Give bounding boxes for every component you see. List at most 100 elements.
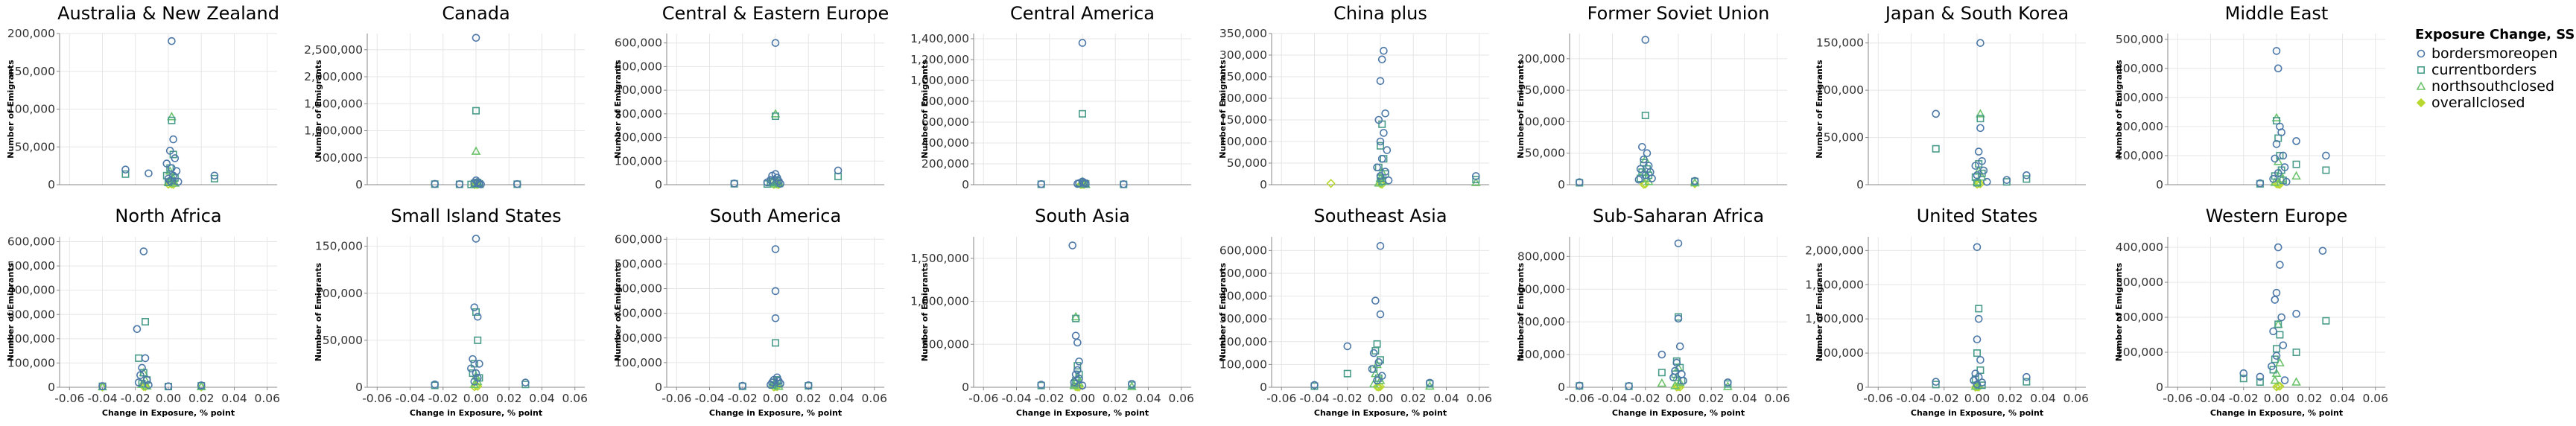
y-tick-label: 100,000 bbox=[615, 356, 662, 369]
data-point-bordersmoreopen bbox=[138, 363, 146, 372]
y-tick-label: 0 bbox=[2156, 178, 2163, 191]
panel-title: Western Europe bbox=[2206, 206, 2347, 226]
data-point-bordersmoreopen bbox=[1641, 171, 1650, 179]
y-tick-label: 2,000,000 bbox=[304, 70, 363, 83]
data-point-bordersmoreopen bbox=[776, 179, 784, 188]
y-tick-label: 1,500,000 bbox=[304, 97, 363, 110]
data-point-bordersmoreopen bbox=[136, 371, 145, 380]
y-axis-label: Number of Emigrants bbox=[2114, 60, 2124, 159]
panel-title: Former Soviet Union bbox=[1587, 3, 1770, 24]
x-tick-label: -0.02 bbox=[2229, 392, 2259, 405]
data-point-bordersmoreopen bbox=[121, 165, 130, 174]
x-tick-label: 0.06 bbox=[562, 392, 588, 405]
data-point-bordersmoreopen bbox=[1381, 168, 1389, 176]
panel-title: North Africa bbox=[115, 206, 221, 226]
x-tick-label: -0.04 bbox=[1597, 392, 1627, 405]
data-point-bordersmoreopen bbox=[2269, 174, 2277, 183]
data-point-bordersmoreopen bbox=[1641, 36, 1650, 44]
data-point-bordersmoreopen bbox=[1979, 166, 1988, 175]
data-point-bordersmoreopen bbox=[1380, 46, 1388, 55]
y-tick-label: 0 bbox=[48, 178, 55, 191]
data-point-northsouthclosed bbox=[1972, 177, 1982, 185]
data-point-overallclosed bbox=[197, 382, 206, 392]
y-axis-label: Number of Emigrants bbox=[920, 262, 930, 361]
panel-title: South America bbox=[710, 206, 841, 226]
data-point-bordersmoreopen bbox=[2271, 296, 2280, 304]
x-axis-label: Change in Exposure, % point bbox=[709, 408, 842, 418]
data-point-bordersmoreopen bbox=[2274, 169, 2282, 177]
data-point-bordersmoreopen bbox=[1636, 165, 1645, 174]
data-point-currentborders bbox=[472, 106, 480, 115]
x-axis-label: Change in Exposure, % point bbox=[1911, 408, 2043, 418]
data-point-currentborders bbox=[2322, 166, 2330, 174]
x-tick-label: 0.06 bbox=[254, 392, 280, 405]
data-point-bordersmoreopen bbox=[1376, 172, 1385, 180]
x-tick-label: 0.06 bbox=[1168, 392, 1194, 405]
facet-panel: 0 50,000 100,000 150,000 Small Island States… bbox=[314, 206, 588, 418]
y-tick-label: 1,000,000 bbox=[304, 124, 363, 138]
data-point-bordersmoreopen bbox=[470, 378, 479, 386]
data-point-bordersmoreopen bbox=[771, 245, 780, 253]
data-point-northsouthclosed bbox=[167, 112, 177, 121]
data-point-bordersmoreopen bbox=[98, 382, 107, 390]
data-point-bordersmoreopen bbox=[1976, 124, 1985, 133]
data-point-bordersmoreopen bbox=[1374, 115, 1383, 124]
data-point-bordersmoreopen bbox=[2279, 151, 2288, 160]
y-tick-label: 150,000 bbox=[315, 240, 363, 253]
y-tick-label: 200,000 bbox=[7, 27, 55, 40]
data-point-bordersmoreopen bbox=[2272, 47, 2281, 55]
legend-symbol-overallclosed bbox=[2416, 98, 2426, 108]
data-point-currentborders bbox=[1641, 111, 1649, 119]
data-point-bordersmoreopen bbox=[2318, 247, 2327, 255]
x-axis-label: Change in Exposure, % point bbox=[1612, 408, 1745, 418]
data-point-overallclosed bbox=[98, 382, 107, 392]
data-point-bordersmoreopen bbox=[1376, 77, 1385, 86]
y-tick-label: 2,500,000 bbox=[304, 43, 363, 57]
y-tick-label: 200,000 bbox=[1517, 348, 1565, 361]
data-point-currentborders bbox=[2023, 175, 2031, 183]
panel-title: China plus bbox=[1333, 3, 1427, 24]
x-tick-label: -0.06 bbox=[1564, 392, 1594, 405]
data-point-currentborders bbox=[469, 369, 477, 378]
data-point-bordersmoreopen bbox=[1376, 310, 1385, 319]
y-tick-label: 100,000 bbox=[1517, 115, 1565, 128]
data-point-bordersmoreopen bbox=[771, 287, 780, 296]
data-point-bordersmoreopen bbox=[1932, 109, 1940, 118]
data-point-currentborders bbox=[142, 318, 150, 326]
facet-panel: 0 100,000 200,000 300,000 400,000 500,000 600,… bbox=[613, 206, 887, 418]
data-point-bordersmoreopen bbox=[168, 36, 176, 45]
x-tick-label: 0.04 bbox=[529, 392, 555, 405]
data-point-northsouthclosed bbox=[2270, 375, 2280, 384]
x-tick-label: 0.00 bbox=[1964, 392, 1990, 405]
y-tick-label: 200,000 bbox=[921, 157, 969, 171]
data-point-northsouthclosed bbox=[1976, 109, 1985, 118]
data-point-bordersmoreopen bbox=[1575, 178, 1584, 186]
y-tick-label: 400,000 bbox=[921, 136, 969, 150]
data-point-bordersmoreopen bbox=[477, 180, 485, 188]
legend-title: Exposure Change, SSP1 bbox=[2415, 27, 2576, 42]
x-tick-label: -0.02 bbox=[1035, 392, 1065, 405]
y-tick-label: 300,000 bbox=[615, 307, 662, 320]
x-tick-label: 0.02 bbox=[1103, 392, 1129, 405]
data-point-bordersmoreopen bbox=[1973, 381, 1982, 389]
x-tick-label: -0.04 bbox=[395, 392, 425, 405]
x-tick-label: 0.02 bbox=[1698, 392, 1725, 405]
y-tick-label: 0 bbox=[1260, 178, 1267, 191]
x-tick-label: -0.02 bbox=[728, 392, 758, 405]
y-tick-label: 0 bbox=[1856, 381, 1864, 394]
x-tick-label: 0.00 bbox=[1070, 392, 1096, 405]
facet-panel: 0 50,000 100,000 150,000 200,000 Former Sovie… bbox=[1516, 3, 1787, 191]
data-point-bordersmoreopen bbox=[2292, 310, 2300, 318]
y-tick-label: 400,000 bbox=[615, 83, 662, 97]
facet-panel: 0 100,000 200,000 300,000 400,000 Western Eur… bbox=[2114, 206, 2388, 418]
data-point-bordersmoreopen bbox=[1575, 381, 1584, 390]
data-point-bordersmoreopen bbox=[1426, 378, 1434, 387]
y-tick-label: 50,000 bbox=[1525, 147, 1565, 160]
data-point-bordersmoreopen bbox=[1373, 163, 1381, 172]
x-tick-label: 0.02 bbox=[496, 392, 522, 405]
data-point-bordersmoreopen bbox=[1078, 381, 1087, 390]
y-tick-label: 1,500,000 bbox=[910, 252, 969, 265]
x-tick-label: 0.02 bbox=[1400, 392, 1427, 405]
x-tick-label: -0.06 bbox=[2163, 392, 2192, 405]
y-tick-label: 500,000 bbox=[921, 337, 969, 351]
